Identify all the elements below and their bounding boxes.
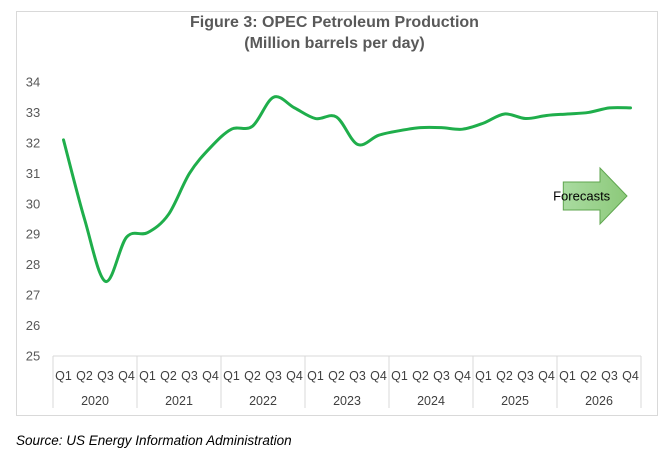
quarter-tick-label: Q1 <box>55 369 72 383</box>
source-note: Source: US Energy Information Administra… <box>16 433 292 448</box>
y-tick-label: 28 <box>26 257 40 272</box>
quarter-tick-label: Q4 <box>622 369 639 383</box>
quarter-tick-label: Q1 <box>559 369 576 383</box>
quarter-tick-label: Q3 <box>265 369 282 383</box>
quarter-tick-label: Q4 <box>286 369 303 383</box>
y-tick-label: 33 <box>26 105 40 120</box>
y-tick-label: 31 <box>26 166 40 181</box>
quarter-tick-label: Q1 <box>223 369 240 383</box>
chart-title-line1: Figure 3: OPEC Petroleum Production <box>190 14 479 31</box>
y-tick-label: 29 <box>26 227 40 242</box>
quarter-tick-label: Q1 <box>139 369 156 383</box>
quarter-tick-label: Q4 <box>538 369 555 383</box>
quarter-tick-label: Q1 <box>391 369 408 383</box>
annotation-layer: Forecasts <box>553 166 628 226</box>
quarter-tick-label: Q2 <box>76 369 93 383</box>
y-tick-label: 32 <box>26 135 40 150</box>
y-tick-label: 27 <box>26 288 40 303</box>
quarter-tick-label: Q2 <box>580 369 597 383</box>
year-tick-label: 2021 <box>165 394 193 408</box>
x-axis: Q1 Q2 Q3 Q4 Q1 Q2 Q3 Q4 Q1 Q2 Q3 Q4 Q1 Q2 Q3 Q4 Q1 Q2 Q3 Q4… <box>52 355 642 408</box>
series-layer <box>62 95 632 283</box>
year-tick-label: 2026 <box>585 394 613 408</box>
series-line <box>62 95 632 283</box>
year-tick-label: 2023 <box>333 394 361 408</box>
forecast-arrow <box>562 166 628 226</box>
quarter-tick-label: Q2 <box>412 369 429 383</box>
chart-frame <box>16 11 658 416</box>
quarter-tick-label: Q4 <box>370 369 387 383</box>
forecast-label: Forecasts <box>553 189 611 204</box>
year-tick-label: 2024 <box>417 394 445 408</box>
quarter-tick-label: Q1 <box>475 369 492 383</box>
quarter-tick-label: Q2 <box>496 369 513 383</box>
quarter-tick-label: Q3 <box>433 369 450 383</box>
quarter-tick-label: Q4 <box>454 369 471 383</box>
quarter-tick-label: Q4 <box>118 369 135 383</box>
y-tick-label: 30 <box>26 196 40 211</box>
quarter-tick-label: Q3 <box>349 369 366 383</box>
y-axis-ticks: 25 26 27 28 29 30 31 32 33 34 <box>26 75 40 364</box>
chart-title: Figure 3: OPEC Petroleum Production (Mil… <box>0 12 669 54</box>
quarter-tick-label: Q3 <box>181 369 198 383</box>
year-tick-label: 2022 <box>249 394 277 408</box>
y-tick-label: 26 <box>26 318 40 333</box>
quarter-tick-label: Q4 <box>202 369 219 383</box>
quarter-tick-label: Q2 <box>160 369 177 383</box>
quarter-tick-label: Q1 <box>307 369 324 383</box>
y-tick-label: 34 <box>26 75 40 90</box>
y-tick-label: 25 <box>26 349 40 364</box>
year-tick-label: 2025 <box>501 394 529 408</box>
quarter-tick-label: Q3 <box>517 369 534 383</box>
quarter-tick-label: Q2 <box>244 369 261 383</box>
quarter-tick-label: Q3 <box>601 369 618 383</box>
chart-title-line2: (Million barrels per day) <box>244 35 425 52</box>
quarter-tick-label: Q3 <box>97 369 114 383</box>
year-tick-label: 2020 <box>81 394 109 408</box>
quarter-tick-label: Q2 <box>328 369 345 383</box>
